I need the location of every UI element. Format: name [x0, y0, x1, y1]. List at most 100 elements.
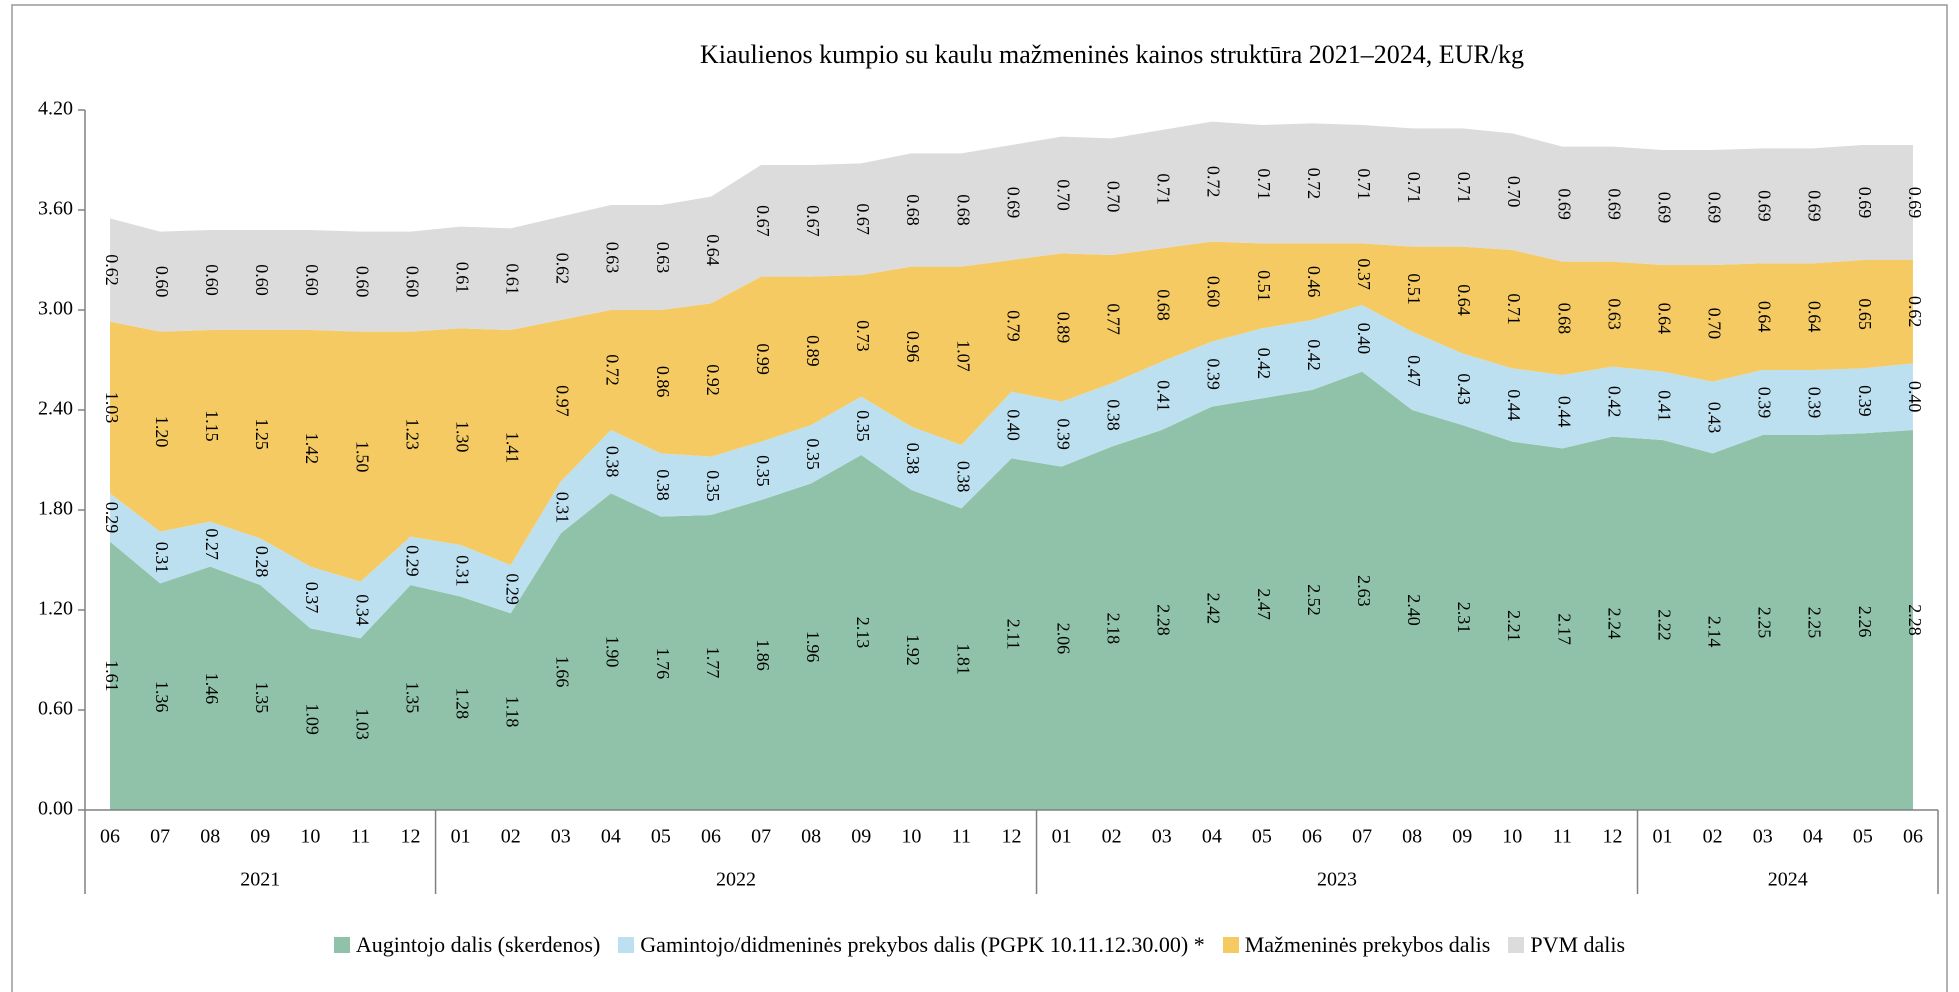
data-label: 0.70 — [1053, 179, 1073, 211]
data-label: 0.39 — [1805, 387, 1825, 419]
data-label: 1.23 — [402, 418, 422, 450]
data-label: 0.64 — [1805, 301, 1825, 333]
x-tick-label: 11 — [1553, 826, 1572, 848]
data-label: 2.21 — [1504, 610, 1524, 642]
data-label: 0.67 — [853, 203, 873, 235]
x-tick-label: 04 — [1803, 826, 1823, 848]
x-group-label: 2021 — [240, 869, 280, 891]
data-label: 0.71 — [1404, 172, 1424, 204]
data-label: 0.61 — [452, 262, 472, 294]
data-label: 0.60 — [352, 266, 372, 298]
data-label: 0.42 — [1254, 348, 1274, 380]
data-label: 2.25 — [1805, 607, 1825, 639]
data-label: 1.96 — [803, 631, 823, 663]
data-label: 0.38 — [953, 461, 973, 493]
data-label: 1.61 — [102, 660, 122, 692]
area — [110, 241, 1913, 582]
data-label: 0.71 — [1254, 168, 1274, 200]
x-tick-label: 10 — [901, 826, 921, 848]
x-tick-label: 04 — [601, 826, 621, 848]
data-label: 0.69 — [1705, 192, 1725, 224]
x-tick-label: 08 — [1402, 826, 1422, 848]
data-label: 1.03 — [102, 392, 122, 424]
data-label: 0.96 — [903, 331, 923, 363]
data-label: 0.69 — [1654, 192, 1674, 224]
data-label: 1.30 — [452, 421, 472, 453]
data-label: 0.67 — [803, 205, 823, 237]
data-label: 0.47 — [1404, 355, 1424, 387]
data-label: 0.62 — [1905, 296, 1925, 328]
legend-item: Gamintojo/didmeninės prekybos dalis (PGP… — [618, 932, 1205, 958]
legend-item: Mažmeninės prekybos dalis — [1222, 932, 1491, 958]
legend-label: Mažmeninės prekybos dalis — [1244, 932, 1491, 957]
frame — [11, 4, 1948, 992]
data-label: 2.63 — [1354, 575, 1374, 607]
data-label: 1.35 — [252, 682, 272, 714]
data-label: 0.63 — [1604, 298, 1624, 330]
data-label: 0.64 — [703, 234, 723, 266]
x-tick-label: 06 — [100, 826, 120, 848]
y-tick-label: 1.80 — [38, 498, 73, 520]
data-label: 2.52 — [1304, 584, 1324, 616]
y-tick-label: 3.60 — [38, 198, 73, 220]
data-label: 0.61 — [503, 263, 523, 295]
y-tick-label: 2.40 — [38, 398, 73, 420]
chart-title: Kiaulienos kumpio su kaulu mažmeninės ka… — [700, 40, 1524, 69]
data-label: 1.28 — [452, 688, 472, 720]
data-label: 2.28 — [1905, 604, 1925, 636]
x-tick-label: 05 — [1252, 826, 1272, 848]
data-label: 0.73 — [853, 320, 873, 352]
data-label: 0.70 — [1104, 181, 1124, 213]
x-tick-label: 09 — [250, 826, 270, 848]
x-tick-label: 09 — [851, 826, 871, 848]
legend-label: Augintojo dalis (skerdenos) — [355, 932, 601, 957]
data-label: 2.22 — [1654, 609, 1674, 641]
data-label: 0.69 — [1905, 187, 1925, 219]
y-tick-label: 3.00 — [38, 298, 73, 320]
x-tick-label: 05 — [1853, 826, 1873, 848]
data-label: 0.46 — [1304, 266, 1324, 298]
legend-item: PVM dalis — [1508, 932, 1625, 958]
data-label: 1.86 — [753, 639, 773, 671]
data-label: 1.46 — [202, 673, 222, 705]
x-tick-label: 01 — [1052, 826, 1072, 848]
data-label: 0.35 — [703, 470, 723, 502]
data-label: 0.70 — [1705, 308, 1725, 340]
x-tick-label: 08 — [801, 826, 821, 848]
data-label: 2.24 — [1604, 608, 1624, 640]
x-tick-label: 12 — [1002, 826, 1022, 848]
data-label: 0.68 — [903, 194, 923, 226]
x-tick-label: 11 — [351, 826, 370, 848]
data-label: 0.37 — [1354, 258, 1374, 290]
y-tick-label: 0.00 — [38, 798, 73, 820]
x-group-label: 2023 — [1317, 869, 1357, 891]
data-label: 1.25 — [252, 418, 272, 450]
data-label: 1.77 — [703, 647, 723, 679]
data-label: 0.60 — [152, 266, 172, 298]
data-label: 0.68 — [953, 194, 973, 226]
data-label: 0.71 — [1354, 168, 1374, 200]
data-label: 0.44 — [1554, 396, 1574, 428]
data-label: 1.66 — [553, 656, 573, 688]
data-label: 0.51 — [1254, 270, 1274, 302]
x-group-label: 2024 — [1768, 869, 1808, 891]
legend-swatch — [618, 937, 635, 953]
legend: Augintojo dalis (skerdenos) Gamintojo/did… — [0, 932, 1959, 958]
data-label: 0.38 — [903, 443, 923, 475]
data-label: 0.34 — [352, 594, 372, 626]
x-tick-label: 02 — [501, 826, 521, 848]
x-tick-label: 10 — [300, 826, 320, 848]
data-label: 0.29 — [402, 545, 422, 577]
data-label: 0.43 — [1705, 402, 1725, 434]
data-label: 1.50 — [352, 441, 372, 473]
area — [110, 121, 1913, 332]
data-label: 0.67 — [753, 205, 773, 237]
x-tick-label: 02 — [1102, 826, 1122, 848]
y-tick-label: 1.20 — [38, 598, 73, 620]
data-label: 0.43 — [1454, 373, 1474, 405]
data-label: 0.51 — [1404, 273, 1424, 305]
data-label: 2.31 — [1454, 602, 1474, 634]
x-tick-label: 06 — [701, 826, 721, 848]
data-label: 0.41 — [1654, 390, 1674, 422]
